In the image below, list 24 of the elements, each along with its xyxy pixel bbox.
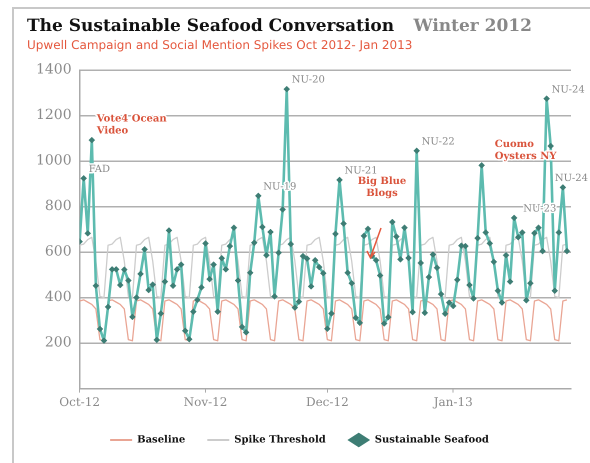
y-tick-label: 800 <box>44 198 72 214</box>
y-tick-label: 1000 <box>36 152 72 169</box>
y-tick-label: 400 <box>44 289 72 306</box>
y-tick-label: 600 <box>44 244 72 260</box>
text: Winter 2012 <box>414 16 532 36</box>
legend-label: Baseline <box>137 434 186 446</box>
annotation: NU-22 <box>422 136 455 148</box>
annotation: NU-24 <box>554 173 588 184</box>
annotation: Big Blue Blogs <box>352 176 412 200</box>
legend-label: Spike Threshold <box>234 434 326 446</box>
x-tick-label: Nov-12 <box>184 394 228 409</box>
annotation: NU-24 <box>552 84 585 96</box>
chart-title: The Sustainable Seafood Conversation <box>27 16 394 36</box>
chart-subtitle: Upwell Campaign and Social Mention Spikes Oct 2012- Jan 2013 <box>27 38 412 52</box>
y-tick-label: 200 <box>44 334 72 351</box>
y-tick-label: 1200 <box>36 107 72 124</box>
y-tick-label: 1400 <box>36 62 72 78</box>
annotation: NU-20 <box>292 74 325 86</box>
x-tick-label: Jan-13 <box>432 394 473 409</box>
x-tick-label: Oct-12 <box>59 394 100 409</box>
legend-label: Sustainable Seafood <box>374 434 489 446</box>
annotation: NU-21 <box>344 166 378 177</box>
annotation: Vote4 Ocean Video <box>96 114 168 137</box>
x-tick-label: Dec-12 <box>306 394 349 409</box>
